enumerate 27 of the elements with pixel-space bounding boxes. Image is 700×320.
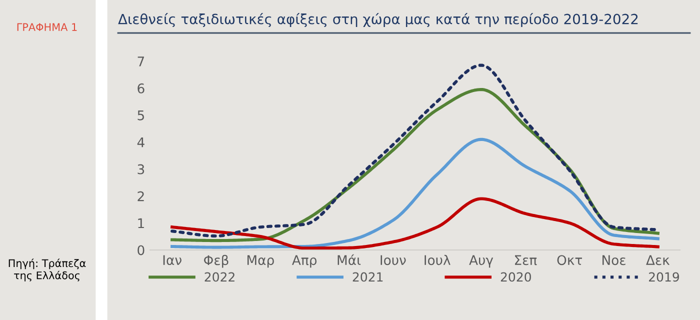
- x-tick-label: Νοε: [602, 255, 626, 266]
- x-tick-label: Ιουν: [380, 255, 406, 266]
- y-tick-label: 2: [138, 191, 144, 202]
- x-tick-label: Απρ: [292, 255, 317, 268]
- legend-label: 2020: [500, 272, 531, 282]
- x-tick-label: Ιουλ: [424, 254, 450, 266]
- text: ΓΡΑΦΗΜΑ 1: [17, 23, 77, 31]
- y-tick-label: 7: [138, 56, 144, 66]
- legend-label: 2022: [204, 272, 234, 282]
- y-tick-label: 5: [138, 110, 144, 120]
- y-tick-label: 3: [138, 164, 144, 174]
- x-tick-label: Ιαν: [163, 255, 182, 266]
- y-tick-label: 1: [138, 218, 144, 228]
- x-tick-label: Μαρ: [247, 255, 274, 268]
- x-tick-label: Αυγ: [469, 255, 494, 268]
- x-tick-label: Σεπ: [515, 255, 537, 266]
- chart-title: Διεθνείς ταξιδιωτικές αφίξεις στη χώρα μας κατά την περίοδο 2019-2022: [118, 12, 638, 28]
- x-tick-label: Φεβ: [204, 254, 228, 268]
- text: Πηγή: Τράπεζα της Ελλάδος: [8, 258, 86, 282]
- legend-label: 2019: [648, 272, 679, 282]
- y-tick-label: 6: [138, 83, 144, 94]
- x-tick-label: Μάι: [338, 254, 361, 266]
- y-tick-label: 0: [138, 245, 144, 256]
- y-tick-label: 4: [137, 138, 144, 148]
- legend-label: 2021: [352, 272, 383, 282]
- x-tick-label: Οκτ: [557, 255, 582, 266]
- x-tick-label: Δεκ: [646, 255, 670, 266]
